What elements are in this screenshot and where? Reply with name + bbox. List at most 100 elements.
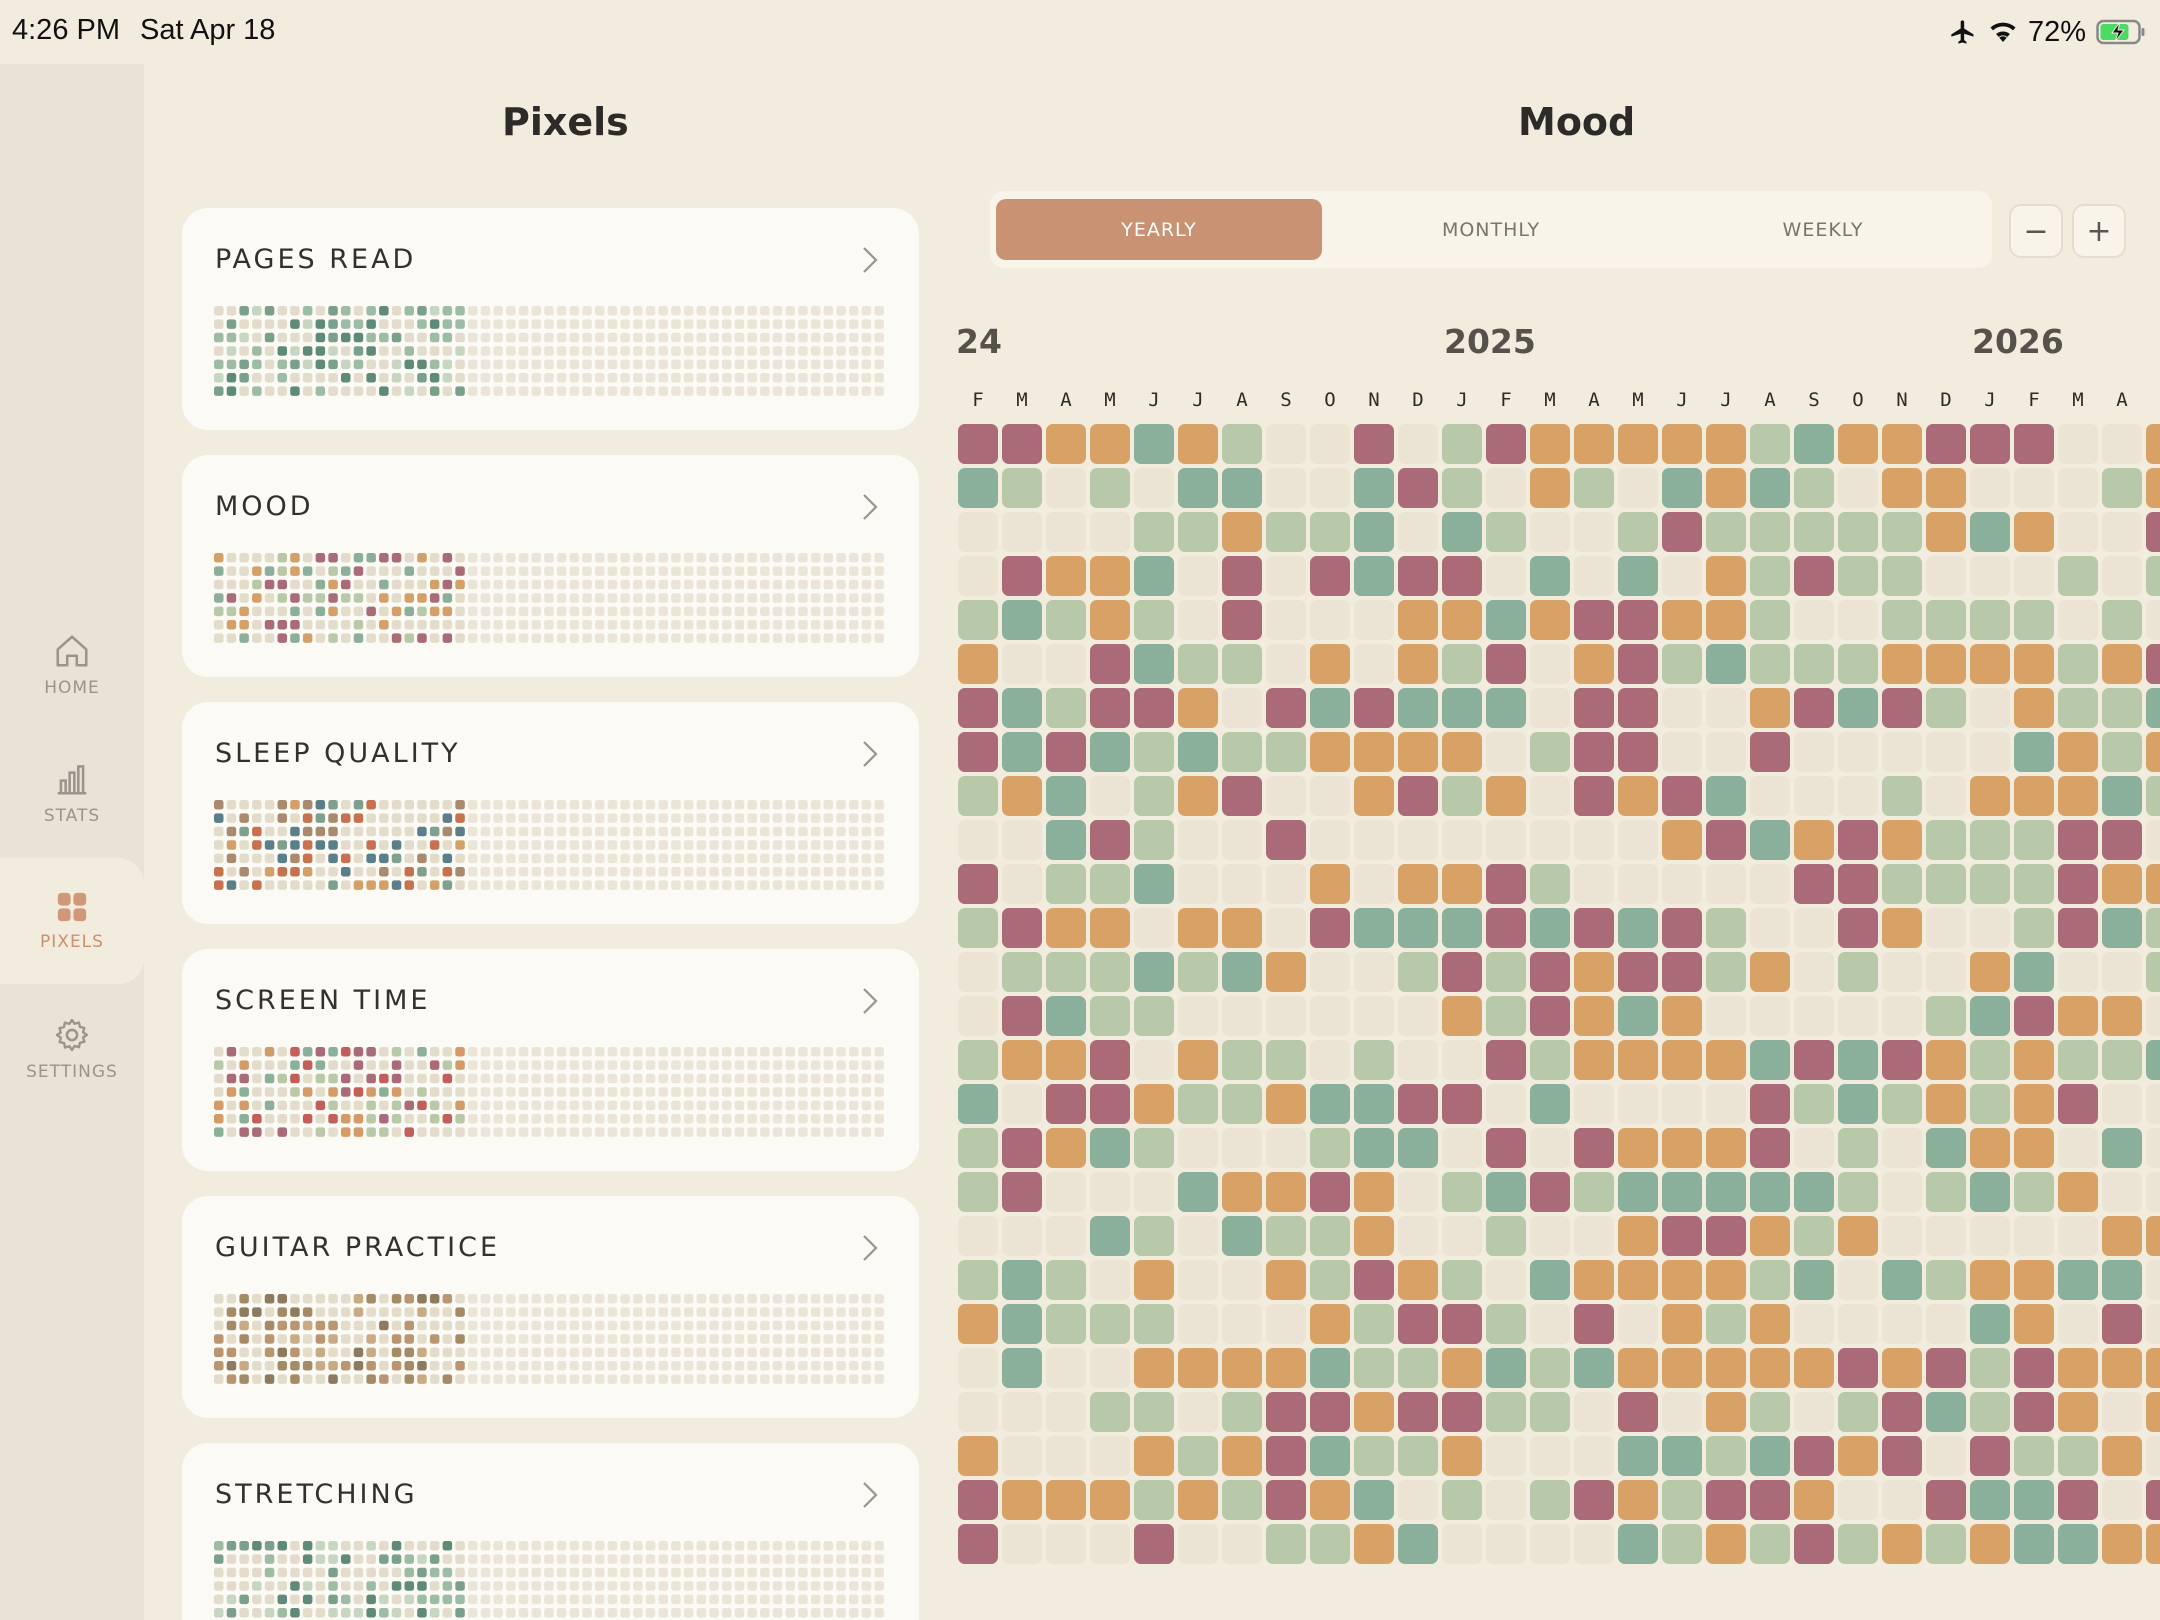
mood-pixel[interactable] <box>1926 644 1966 684</box>
mood-pixel[interactable] <box>1486 1128 1526 1168</box>
mood-pixel[interactable] <box>1266 1128 1306 1168</box>
mood-pixel[interactable] <box>2014 1216 2054 1256</box>
mood-pixel[interactable] <box>1134 644 1174 684</box>
mood-pixel[interactable] <box>2014 688 2054 728</box>
mood-pixel[interactable] <box>1618 468 1658 508</box>
mood-pixel[interactable] <box>1794 688 1834 728</box>
mood-pixel[interactable] <box>1134 1084 1174 1124</box>
mood-pixel[interactable] <box>2146 1524 2160 1564</box>
mood-pixel[interactable] <box>1794 1348 1834 1388</box>
mood-pixel[interactable] <box>1926 776 1966 816</box>
mood-pixel[interactable] <box>2146 952 2160 992</box>
mood-pixel[interactable] <box>1794 732 1834 772</box>
mood-pixel[interactable] <box>2102 820 2142 860</box>
mood-pixel[interactable] <box>1926 952 1966 992</box>
mood-pixel[interactable] <box>1090 688 1130 728</box>
mood-pixel[interactable] <box>958 1348 998 1388</box>
mood-pixel[interactable] <box>2146 1128 2160 1168</box>
mood-pixel[interactable] <box>1970 1348 2010 1388</box>
mood-pixel[interactable] <box>2102 1216 2142 1256</box>
mood-pixel[interactable] <box>1046 996 1086 1036</box>
mood-pixel[interactable] <box>1662 556 1702 596</box>
card-screen-time[interactable]: SCREEN TIME <box>182 949 919 1171</box>
mood-pixel[interactable] <box>1530 1128 1570 1168</box>
mood-pixel[interactable] <box>1618 1128 1658 1168</box>
mood-pixel[interactable] <box>1222 1040 1262 1080</box>
mood-pixel[interactable] <box>2102 644 2142 684</box>
mood-pixel[interactable] <box>2014 1172 2054 1212</box>
mood-pixel[interactable] <box>1178 1480 1218 1520</box>
mood-pixel[interactable] <box>2014 556 2054 596</box>
mood-pixel[interactable] <box>1794 864 1834 904</box>
mood-pixel[interactable] <box>1838 424 1878 464</box>
mood-pixel[interactable] <box>1354 776 1394 816</box>
mood-pixel[interactable] <box>958 908 998 948</box>
card-stretching[interactable]: STRETCHING <box>182 1443 919 1620</box>
mood-pixel[interactable] <box>1618 1348 1658 1388</box>
mood-pixel[interactable] <box>1398 820 1438 860</box>
mood-pixel[interactable] <box>1706 820 1746 860</box>
mood-pixel[interactable] <box>1750 1392 1790 1432</box>
mood-pixel[interactable] <box>1354 600 1394 640</box>
mood-pixel[interactable] <box>1398 556 1438 596</box>
mood-pixel[interactable] <box>1882 952 1922 992</box>
mood-pixel[interactable] <box>1618 556 1658 596</box>
mood-pixel[interactable] <box>1398 1480 1438 1520</box>
mood-pixel[interactable] <box>1750 776 1790 816</box>
mood-pixel[interactable] <box>1178 1172 1218 1212</box>
mood-pixel[interactable] <box>1002 864 1042 904</box>
mood-pixel[interactable] <box>1706 1216 1746 1256</box>
mood-pixel[interactable] <box>1706 1040 1746 1080</box>
mood-pixel[interactable] <box>2058 688 2098 728</box>
mood-pixel[interactable] <box>1662 864 1702 904</box>
mood-pixel[interactable] <box>1002 732 1042 772</box>
mood-pixel[interactable] <box>1970 512 2010 552</box>
mood-pixel[interactable] <box>1002 1216 1042 1256</box>
mood-pixel[interactable] <box>1486 1524 1526 1564</box>
mood-pixel[interactable] <box>1090 996 1130 1036</box>
mood-pixel[interactable] <box>1926 556 1966 596</box>
mood-pixel[interactable] <box>1266 600 1306 640</box>
mood-pixel[interactable] <box>1398 1436 1438 1476</box>
mood-pixel[interactable] <box>1398 1260 1438 1300</box>
mood-pixel[interactable] <box>2014 1040 2054 1080</box>
mood-pixel[interactable] <box>2146 468 2160 508</box>
mood-pixel[interactable] <box>1178 1524 1218 1564</box>
mood-pixel[interactable] <box>1838 952 1878 992</box>
mood-pixel[interactable] <box>1002 688 1042 728</box>
mood-pixel[interactable] <box>1486 644 1526 684</box>
mood-pixel[interactable] <box>1354 952 1394 992</box>
mood-pixel[interactable] <box>2146 732 2160 772</box>
mood-pixel[interactable] <box>1882 1040 1922 1080</box>
mood-pixel[interactable] <box>1002 776 1042 816</box>
mood-pixel[interactable] <box>1706 864 1746 904</box>
mood-pixel[interactable] <box>1046 556 1086 596</box>
mood-pixel[interactable] <box>2146 688 2160 728</box>
mood-pixel[interactable] <box>1662 688 1702 728</box>
mood-pixel[interactable] <box>958 1260 998 1300</box>
mood-pixel[interactable] <box>1134 732 1174 772</box>
mood-pixel[interactable] <box>1574 1480 1614 1520</box>
mood-pixel[interactable] <box>1530 1216 1570 1256</box>
mood-pixel[interactable] <box>1310 468 1350 508</box>
mood-pixel[interactable] <box>1530 820 1570 860</box>
mood-pixel[interactable] <box>1178 908 1218 948</box>
mood-pixel[interactable] <box>2058 996 2098 1036</box>
mood-pixel[interactable] <box>2014 1392 2054 1432</box>
mood-pixel[interactable] <box>1530 424 1570 464</box>
mood-pixel[interactable] <box>1750 1216 1790 1256</box>
mood-pixel[interactable] <box>2014 952 2054 992</box>
mood-pixel[interactable] <box>1530 952 1570 992</box>
mood-pixel[interactable] <box>1354 644 1394 684</box>
mood-pixel[interactable] <box>1618 600 1658 640</box>
mood-pixel[interactable] <box>1266 908 1306 948</box>
mood-pixel[interactable] <box>1354 732 1394 772</box>
mood-pixel[interactable] <box>1310 1348 1350 1388</box>
mood-pixel[interactable] <box>1882 864 1922 904</box>
mood-pixel[interactable] <box>1398 424 1438 464</box>
mood-pixel[interactable] <box>958 468 998 508</box>
mood-pixel[interactable] <box>1706 952 1746 992</box>
mood-pixel[interactable] <box>1354 1216 1394 1256</box>
sidebar-item-settings[interactable]: SETTINGS <box>0 986 144 1112</box>
mood-pixel[interactable] <box>1926 1040 1966 1080</box>
